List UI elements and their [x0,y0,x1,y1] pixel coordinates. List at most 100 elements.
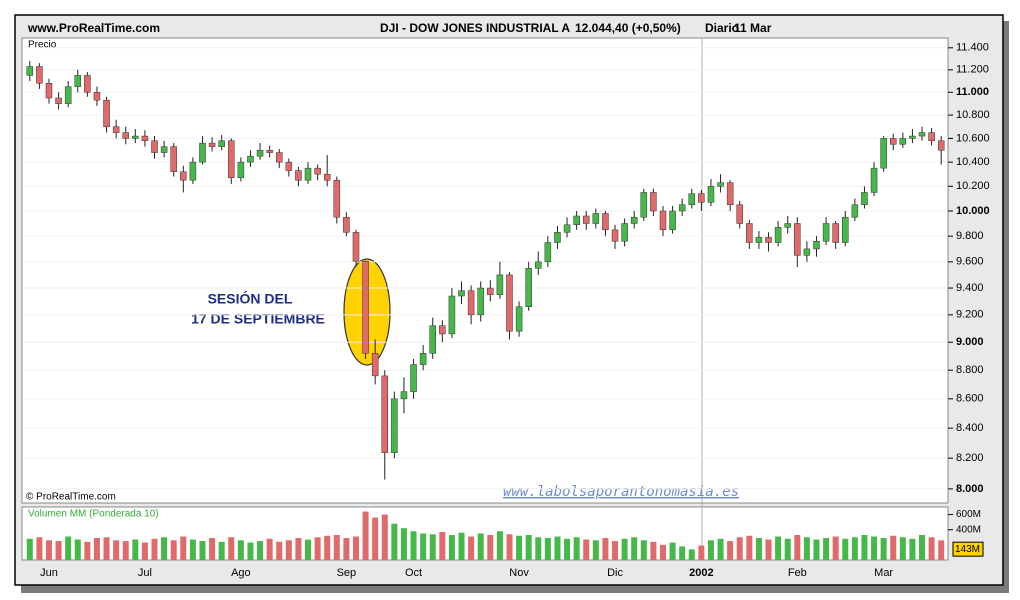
candle-body [688,193,696,206]
candle-body [765,237,772,243]
x-tick-label: Jun [40,567,58,579]
x-tick-label: Mar [874,567,893,579]
candle-body [736,204,743,224]
candle-body [813,240,820,250]
candle-body [218,140,225,147]
x-tick-label: 2002 [689,567,713,579]
volume-bar [74,539,81,560]
x-tick-label: Dic [607,567,623,579]
candle-body [803,248,811,256]
volume-bar [333,535,340,560]
volume-bar [688,549,695,560]
candle-body [256,149,264,157]
candle-body [554,232,561,243]
candle-body [323,173,331,181]
candle-body [36,66,43,84]
candle-body [208,142,216,147]
volume-bar [602,538,609,560]
volume-bar [189,539,196,560]
candle-body [573,215,580,226]
volume-bar [794,535,801,560]
candle-body [400,391,408,400]
x-tick-label: Feb [788,567,807,579]
candle-body [381,375,389,453]
volume-bar [352,536,359,560]
candle-body [343,216,350,233]
volume-bar [803,537,810,560]
volume-bar [151,538,158,560]
volume-bar [496,531,503,560]
candle-body [851,204,859,218]
candle-body [352,232,360,262]
volume-bar [477,533,484,560]
candle-body [170,146,177,173]
volume-bar [381,514,388,560]
candle-body [295,170,302,181]
candle-body [84,75,91,93]
candle-body [448,295,456,335]
candle-body [755,237,763,243]
x-tick-label: Oct [405,567,422,579]
volume-bar [410,531,417,560]
volume-bar [132,539,139,560]
volume-bar [669,542,676,560]
candle-body [487,287,494,295]
volume-bar [237,540,244,560]
volume-bar [343,538,350,560]
candle-body [141,135,149,142]
candle-body [122,132,129,139]
candle-body [429,325,436,354]
candle-body [640,192,648,218]
annotation: 17 DE SEPTIEMBRE [191,311,325,327]
candle-body [285,161,293,171]
candle-body [45,83,53,99]
volume-bar [285,540,292,560]
volume-bar [592,540,599,560]
candle-body [659,210,667,231]
candle-body [132,135,139,139]
y-tick-label: 8.400 [956,422,984,434]
volume-bar [468,536,475,560]
volume-bar [880,538,887,560]
volume-bar [506,534,513,560]
volume-bar [573,537,580,560]
volume-bar [525,535,532,560]
volume-bar [823,538,830,560]
candle-body [525,268,532,307]
y-tick-label: 11.000 [956,86,989,98]
y-tick-label: 10.800 [956,109,990,121]
candle-body [822,223,830,242]
volume-bar [84,541,91,560]
candle-body [275,152,283,163]
volume-bar [621,538,628,560]
volume-bar [180,536,187,560]
volume-bar [679,546,686,560]
candle-body [650,192,657,212]
y-tick-label: 9.000 [956,336,984,348]
y-tick-label: 10.200 [956,180,990,192]
volume-bar [295,538,302,560]
volume-bar [640,540,647,560]
volume-bar [535,537,542,560]
volume-bar [899,537,906,560]
volume-bar [228,537,235,560]
volume-bar [707,540,714,560]
candle-body [74,75,82,87]
period: Diario [705,21,739,35]
volume-bar [698,545,705,560]
candle-body [266,149,273,153]
volume-bar [93,538,100,560]
volume-bar [631,537,638,560]
candle-body [477,287,484,316]
candle-body [93,92,101,101]
candle-body [592,213,600,224]
volume-last-label: 143M [955,544,980,555]
candle-body [439,325,446,335]
candle-body [247,155,254,163]
site: www.ProRealTime.com [27,21,160,35]
volume-bar [909,538,916,560]
candle-body [535,261,542,269]
y-tick-label: 8.000 [956,483,984,495]
volume-bar [784,538,791,560]
volume-bar [554,536,561,560]
